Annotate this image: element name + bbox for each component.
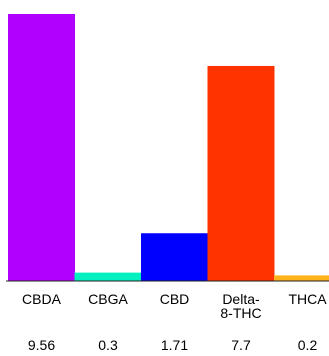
bar-4 <box>274 275 329 281</box>
value-label-2: 1.71 <box>161 337 188 353</box>
category-labels: CBDA CBGA CBD Delta-8-THC THCA <box>22 291 327 321</box>
value-label-4: 0.2 <box>298 337 318 353</box>
bar-3 <box>207 65 275 282</box>
bar-2 <box>141 233 208 281</box>
category-label-1: CBGA <box>88 291 128 307</box>
value-label-0: 9.56 <box>28 337 55 353</box>
category-label-3: Delta-8-THC <box>220 291 261 321</box>
category-label-4: THCA <box>288 291 327 307</box>
value-labels: 9.56 0.3 1.71 7.7 0.2 <box>28 337 318 353</box>
bar-0 <box>8 14 75 281</box>
value-label-3: 7.7 <box>231 337 251 353</box>
category-label-2: CBD <box>160 291 190 307</box>
category-label-0: CBDA <box>22 291 62 307</box>
bars-group <box>8 14 329 282</box>
bar-1 <box>74 272 142 281</box>
value-label-1: 0.3 <box>98 337 118 353</box>
